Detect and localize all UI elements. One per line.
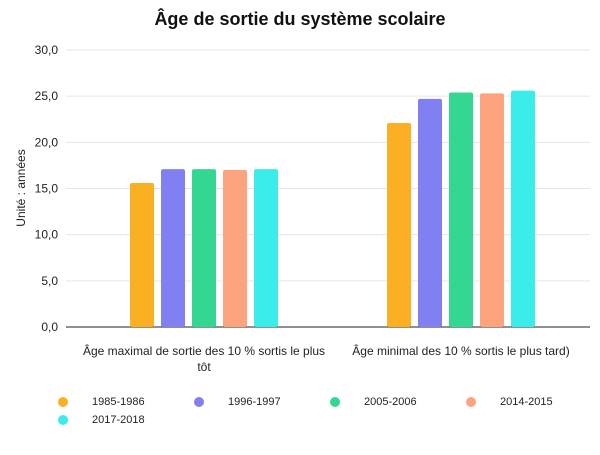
x-axis-labels: Âge maximal de sortie des 10 % sortis le… xyxy=(83,343,570,374)
legend-label: 2005-2006 xyxy=(364,396,417,408)
bar-2017-2018-cat1 xyxy=(254,169,278,327)
legend-swatch xyxy=(194,397,204,407)
y-tick-label: 15,0 xyxy=(35,182,59,196)
legend-item: 2014-2015 xyxy=(466,396,553,408)
y-tick-label: 5,0 xyxy=(41,274,58,288)
y-tick-label: 30,0 xyxy=(35,43,59,57)
y-tick-label: 25,0 xyxy=(35,89,59,103)
legend-item: 1996-1997 xyxy=(194,396,281,408)
chart-title: Âge de sortie du système scolaire xyxy=(154,8,445,29)
bar-2005-2006-cat2 xyxy=(449,92,473,328)
x-category-label: Âge minimal des 10 % sortis le plus tard… xyxy=(352,343,569,358)
bar-1985-1986-cat1 xyxy=(130,182,154,327)
bar-2014-2015-cat2 xyxy=(480,93,504,327)
legend-label: 1985-1986 xyxy=(92,396,145,408)
legend-item: 1985-1986 xyxy=(58,396,145,408)
legend-item: 2005-2006 xyxy=(330,396,417,408)
legend-swatch xyxy=(330,397,340,407)
y-tick-label: 10,0 xyxy=(35,228,59,242)
y-axis-label: Unité : années xyxy=(14,149,28,226)
bar-1985-1986-cat2 xyxy=(387,122,411,328)
legend-label: 2017-2018 xyxy=(92,414,145,426)
bar-1996-1997-cat1 xyxy=(161,169,185,327)
legend-swatch xyxy=(58,397,68,407)
bar-2017-2018-cat2 xyxy=(511,90,535,327)
legend-label: 2014-2015 xyxy=(500,396,553,408)
y-tick-label: 0,0 xyxy=(41,320,58,334)
legend-label: 1996-1997 xyxy=(228,396,281,408)
x-category-label: Âge maximal de sortie des 10 % sortis le… xyxy=(83,343,325,358)
x-category-label: tôt xyxy=(197,360,211,374)
bar-2005-2006-cat1 xyxy=(192,169,216,327)
bar-2014-2015-cat1 xyxy=(223,170,247,327)
legend-swatch xyxy=(58,415,68,425)
bars xyxy=(130,90,535,328)
legend-item: 2017-2018 xyxy=(58,414,145,426)
bar-1996-1997-cat2 xyxy=(418,98,442,327)
y-tick-label: 20,0 xyxy=(35,135,59,149)
y-axis-ticks: 0,0 5,0 10,0 15,0 20,0 25,0 30,0 xyxy=(35,43,59,334)
legend-swatch xyxy=(466,397,476,407)
